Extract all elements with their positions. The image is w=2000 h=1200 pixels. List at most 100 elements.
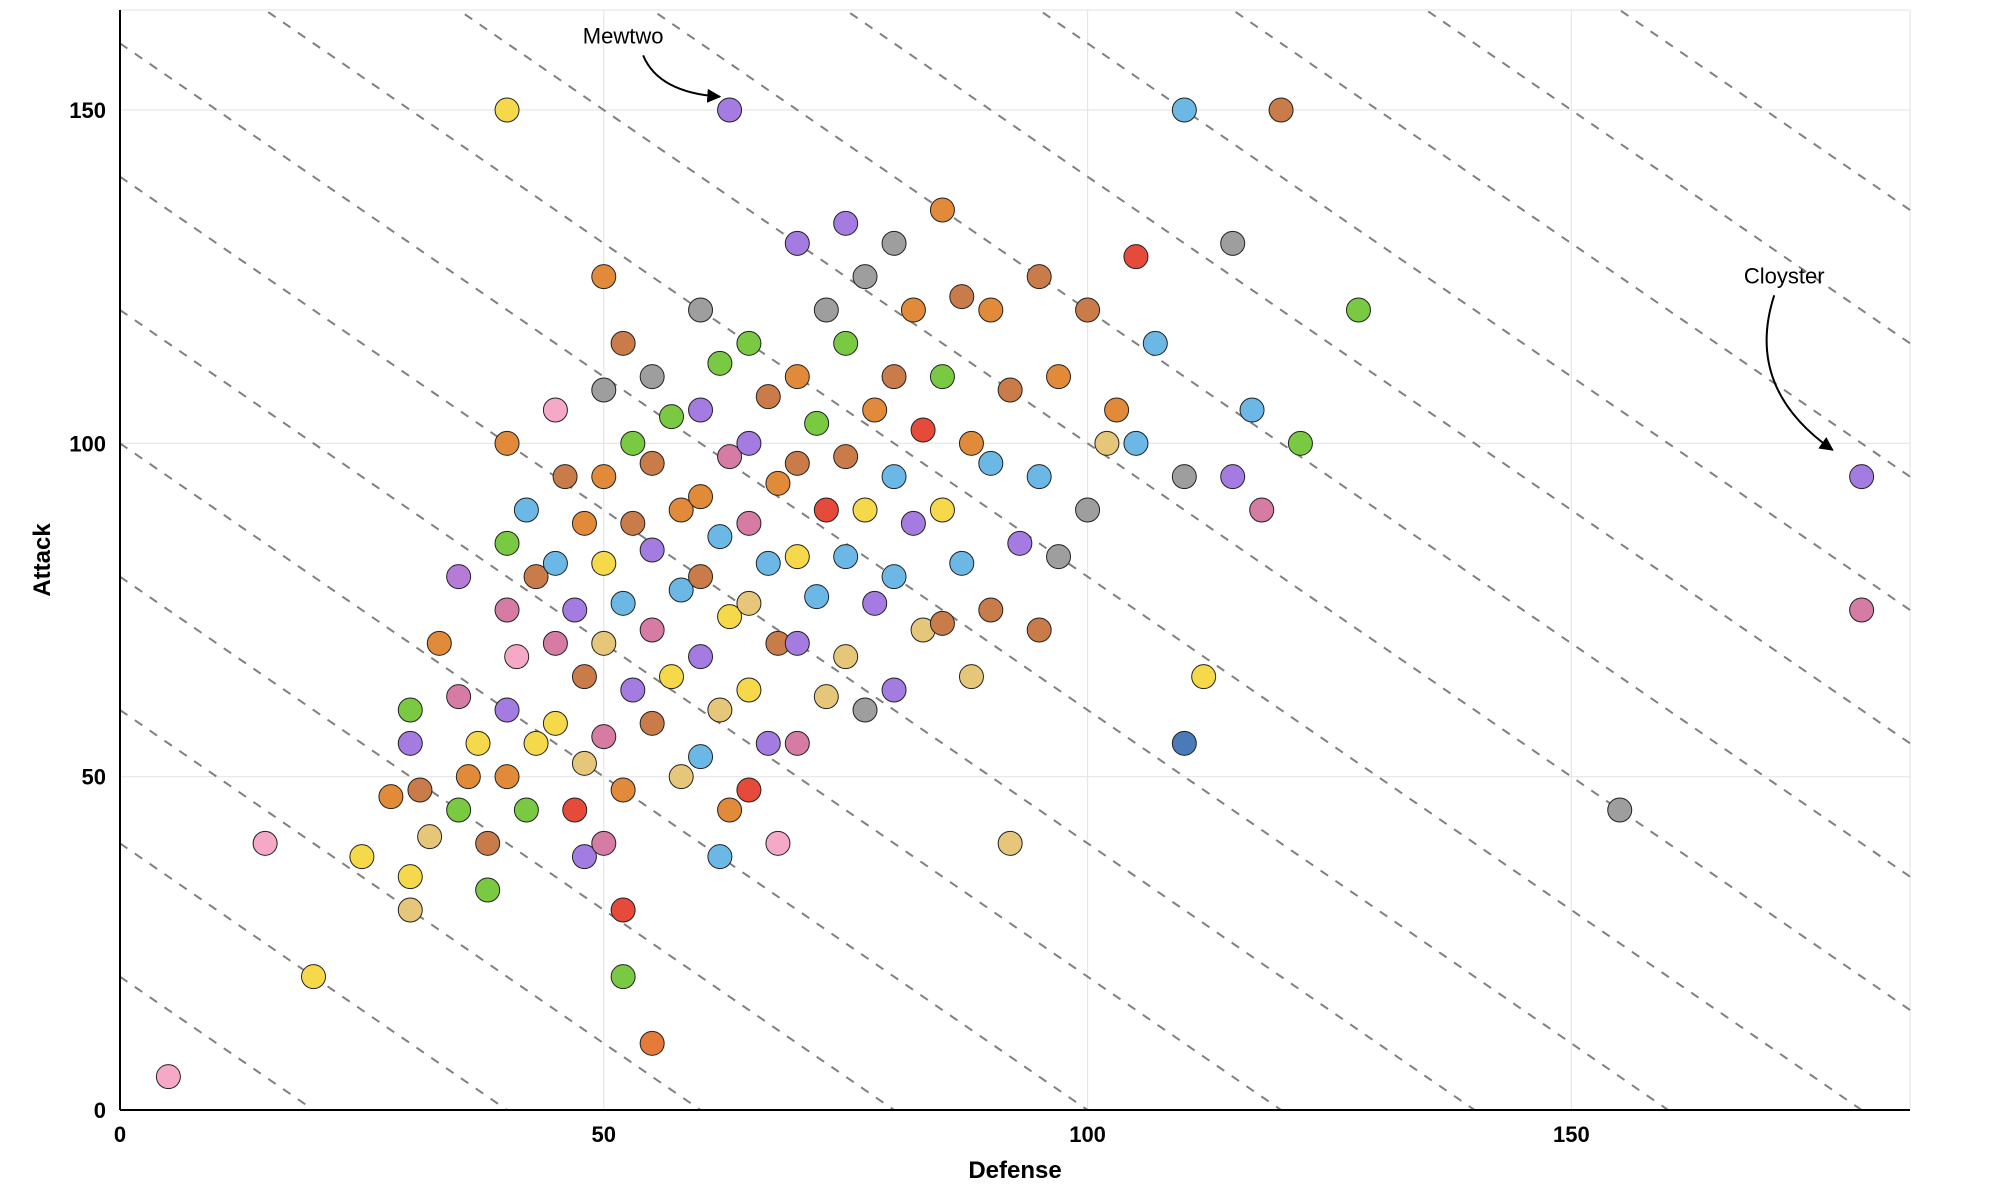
data-point: [611, 778, 635, 802]
data-point: [853, 698, 877, 722]
data-point: [495, 531, 519, 555]
data-point: [640, 538, 664, 562]
data-point: [592, 265, 616, 289]
data-point: [1240, 398, 1264, 422]
data-point: [476, 878, 500, 902]
x-tick-label: 0: [114, 1122, 126, 1147]
data-point: [814, 685, 838, 709]
data-point: [505, 645, 529, 669]
data-point: [737, 331, 761, 355]
data-point: [766, 831, 790, 855]
data-point: [785, 451, 809, 475]
y-tick-label: 0: [94, 1098, 106, 1123]
data-point: [1250, 498, 1274, 522]
data-point: [447, 685, 471, 709]
data-point: [447, 798, 471, 822]
data-point: [572, 665, 596, 689]
data-point: [1008, 531, 1032, 555]
data-point: [834, 545, 858, 569]
y-tick-label: 50: [82, 765, 106, 790]
data-point: [495, 98, 519, 122]
data-point: [1192, 665, 1216, 689]
data-point: [737, 591, 761, 615]
data-point: [543, 398, 567, 422]
data-point: [621, 431, 645, 455]
data-point: [398, 865, 422, 889]
data-point: [592, 725, 616, 749]
data-point: [930, 198, 954, 222]
data-point: [592, 631, 616, 655]
data-point: [1221, 231, 1245, 255]
data-point: [737, 431, 761, 455]
data-point: [882, 678, 906, 702]
data-point: [708, 525, 732, 549]
data-point: [785, 545, 809, 569]
data-point: [882, 231, 906, 255]
data-point: [621, 678, 645, 702]
y-axis-label: Attack: [29, 523, 56, 597]
data-point: [853, 265, 877, 289]
annotation-label: Mewtwo: [583, 23, 664, 48]
data-point: [669, 765, 693, 789]
data-point: [1850, 598, 1874, 622]
data-point: [737, 678, 761, 702]
data-point: [882, 365, 906, 389]
data-point: [1221, 465, 1245, 489]
data-point: [640, 711, 664, 735]
data-point: [398, 698, 422, 722]
data-point: [495, 598, 519, 622]
data-point: [495, 431, 519, 455]
data-point: [814, 298, 838, 322]
data-point: [398, 731, 422, 755]
data-point: [592, 465, 616, 489]
data-point: [611, 898, 635, 922]
data-point: [689, 645, 713, 669]
data-point: [834, 211, 858, 235]
data-point: [427, 631, 451, 655]
data-point: [718, 798, 742, 822]
data-point: [959, 665, 983, 689]
x-tick-label: 150: [1553, 1122, 1590, 1147]
data-point: [1027, 465, 1051, 489]
data-point: [1143, 331, 1167, 355]
data-point: [834, 445, 858, 469]
data-point: [495, 765, 519, 789]
x-tick-label: 50: [592, 1122, 616, 1147]
data-point: [882, 465, 906, 489]
data-point: [398, 898, 422, 922]
data-point: [1288, 431, 1312, 455]
data-point: [737, 778, 761, 802]
data-point: [785, 365, 809, 389]
data-point: [766, 471, 790, 495]
data-point: [1850, 465, 1874, 489]
data-point: [302, 965, 326, 989]
data-point: [524, 731, 548, 755]
data-point: [882, 565, 906, 589]
data-point: [863, 591, 887, 615]
data-point: [805, 585, 829, 609]
data-point: [901, 298, 925, 322]
data-point: [718, 98, 742, 122]
data-point: [1105, 398, 1129, 422]
data-point: [418, 825, 442, 849]
data-point: [1076, 298, 1100, 322]
data-point: [689, 565, 713, 589]
data-point: [785, 231, 809, 255]
data-point: [1095, 431, 1119, 455]
data-point: [1608, 798, 1632, 822]
data-point: [543, 711, 567, 735]
data-point: [660, 665, 684, 689]
data-point: [950, 285, 974, 309]
data-point: [689, 298, 713, 322]
y-tick-label: 100: [69, 431, 106, 456]
data-point: [543, 631, 567, 655]
annotation-label: Cloyster: [1744, 263, 1825, 288]
data-point: [708, 698, 732, 722]
data-point: [495, 698, 519, 722]
data-point: [863, 398, 887, 422]
data-point: [959, 431, 983, 455]
data-point: [476, 831, 500, 855]
data-point: [611, 965, 635, 989]
data-point: [640, 1031, 664, 1055]
data-point: [979, 451, 1003, 475]
